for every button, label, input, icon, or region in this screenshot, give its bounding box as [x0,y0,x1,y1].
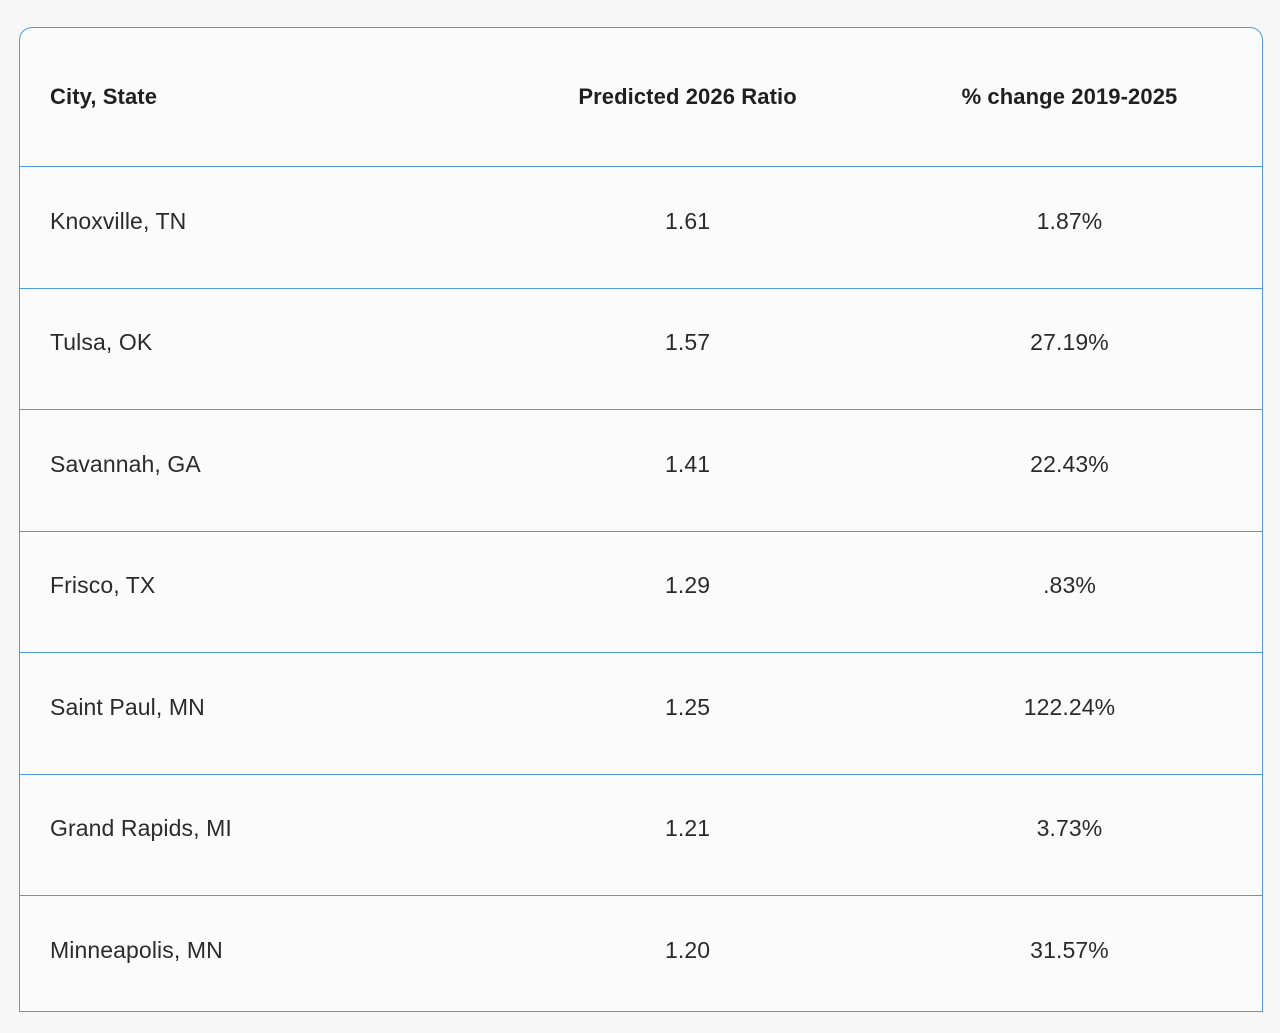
ratio-table-card: City, State Predicted 2026 Ratio % chang… [19,27,1263,1012]
cell-percent-change-text: 27.19% [1030,329,1109,356]
cell-city-text: Grand Rapids, MI [50,815,232,842]
column-header-city[interactable]: City, State [20,28,499,167]
cell-city: Knoxville, TN [20,166,499,289]
cell-predicted-ratio: 1.29 [498,531,877,653]
cell-percent-change: 3.73% [876,774,1262,896]
column-header-percent-change[interactable]: % change 2019-2025 [876,28,1262,167]
cell-city: Grand Rapids, MI [20,774,499,896]
cell-percent-change-text: 1.87% [1036,207,1103,234]
cell-predicted-ratio-text: 1.61 [664,207,711,234]
column-header-predicted-ratio[interactable]: Predicted 2026 Ratio [498,28,877,167]
cell-predicted-ratio: 1.57 [498,288,877,410]
cell-city-text: Frisco, TX [50,572,156,599]
cell-predicted-ratio: 1.61 [498,166,877,289]
cell-percent-change-text: .83% [1043,572,1096,599]
table-row: Knoxville, TN 1.61 1.87% [20,166,1262,289]
cell-city-text: Minneapolis, MN [50,936,223,963]
cell-percent-change-text: 122.24% [1023,693,1116,720]
cell-city: Savannah, GA [20,409,499,532]
table-row: Savannah, GA 1.41 22.43% [20,409,1262,532]
cell-city: Frisco, TX [20,531,499,653]
table-row: Grand Rapids, MI 1.21 3.73% [20,774,1262,896]
cell-city-text: Saint Paul, MN [50,693,205,720]
table-header-row: City, State Predicted 2026 Ratio % chang… [20,28,1262,167]
predicted-ratio-table: City, State Predicted 2026 Ratio % chang… [20,28,1262,1017]
table-row: Saint Paul, MN 1.25 122.24% [20,652,1262,775]
cell-percent-change: .83% [876,531,1262,653]
cell-predicted-ratio: 1.25 [498,652,877,775]
cell-predicted-ratio: 1.21 [498,774,877,896]
cell-percent-change: 122.24% [876,652,1262,775]
cell-predicted-ratio: 1.20 [498,896,877,1017]
cell-percent-change: 31.57% [877,896,1262,1017]
cell-city: Saint Paul, MN [20,652,499,775]
cell-percent-change-text: 31.57% [1030,936,1109,963]
table-row: Tulsa, OK 1.57 27.19% [20,288,1262,410]
cell-predicted-ratio: 1.41 [498,409,877,532]
table-row: Frisco, TX 1.29 .83% [20,531,1262,653]
table-row: Minneapolis, MN 1.20 31.57% [20,896,1262,1017]
cell-percent-change-text: 3.73% [1036,815,1103,842]
cell-percent-change: 1.87% [876,166,1262,289]
cell-predicted-ratio-text: 1.41 [664,450,711,477]
cell-percent-change: 27.19% [876,288,1262,410]
cell-predicted-ratio-text: 1.57 [664,329,711,356]
cell-city: Tulsa, OK [20,288,499,410]
cell-city-text: Tulsa, OK [50,329,153,356]
table-header: City, State Predicted 2026 Ratio % chang… [20,28,1262,167]
cell-percent-change: 22.43% [876,409,1262,532]
cell-city-text: Knoxville, TN [50,207,187,234]
cell-city: Minneapolis, MN [20,896,498,1017]
cell-predicted-ratio-text: 1.25 [664,693,711,720]
cell-predicted-ratio-text: 1.21 [664,815,711,842]
cell-predicted-ratio-text: 1.20 [664,936,711,963]
table-body: Knoxville, TN 1.61 1.87% Tulsa, OK 1.57 … [20,166,1262,1017]
cell-city-text: Savannah, GA [50,450,201,477]
cell-percent-change-text: 22.43% [1030,450,1109,477]
cell-predicted-ratio-text: 1.29 [664,572,711,599]
